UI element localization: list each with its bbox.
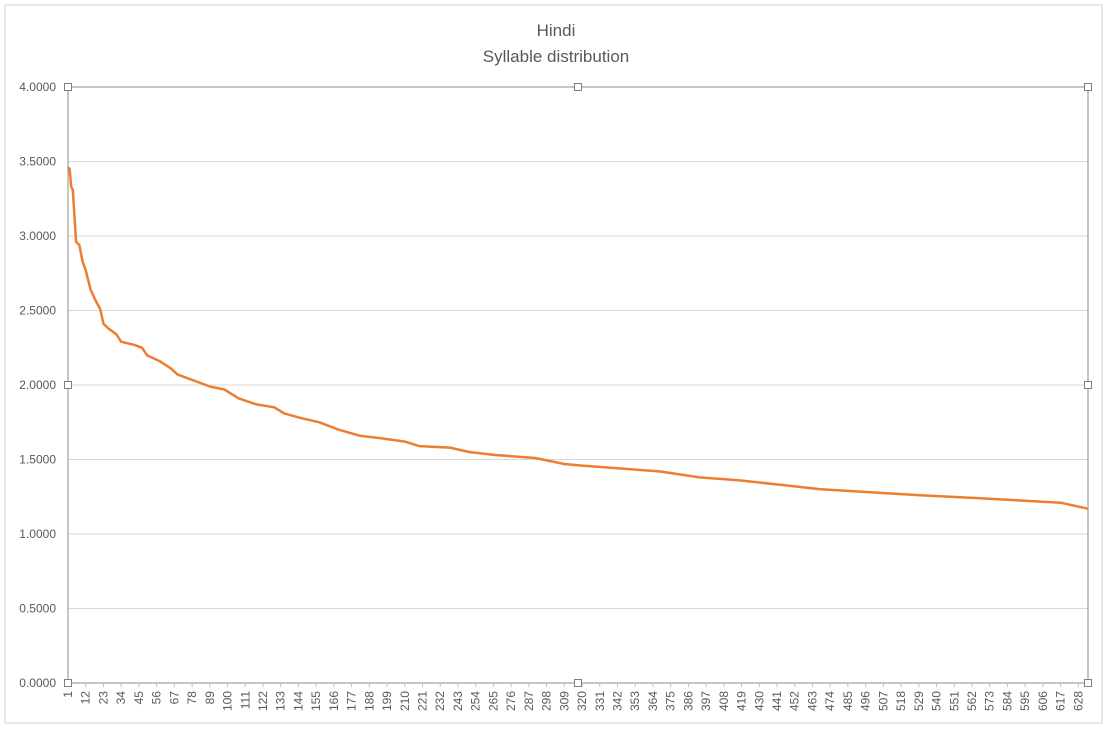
x-tick-label: 430 [752, 691, 766, 711]
x-tick-label: 100 [221, 691, 235, 711]
x-tick-label: 331 [593, 691, 607, 711]
x-tick-label: 584 [1000, 691, 1014, 711]
x-tick-label: 254 [469, 691, 483, 711]
x-tick-label: 364 [646, 691, 660, 711]
selection-handle [1084, 381, 1092, 389]
selection-handle [1084, 83, 1092, 91]
x-tick-label: 111 [238, 691, 252, 710]
x-tick-label: 287 [522, 691, 536, 711]
x-tick-label: 408 [717, 691, 731, 711]
x-tick-label: 551 [947, 691, 961, 711]
x-tick-label: 386 [681, 691, 695, 711]
x-tick-label: 463 [805, 691, 819, 711]
chart-title: Hindi [537, 21, 576, 40]
x-tick-label: 67 [167, 691, 181, 705]
x-tick-label: 1 [61, 691, 75, 698]
x-tick-label: 309 [557, 691, 571, 711]
x-tick-label: 45 [132, 691, 146, 705]
y-tick-label: 0.0000 [19, 676, 56, 690]
selection-handle [64, 83, 72, 91]
x-tick-label: 210 [398, 691, 412, 711]
x-tick-label: 518 [894, 691, 908, 711]
x-tick-label: 573 [983, 691, 997, 711]
x-tick-label: 155 [309, 691, 323, 711]
x-tick-label: 23 [96, 691, 110, 705]
chart-frame [4, 4, 1103, 724]
x-tick-label: 342 [610, 691, 624, 711]
x-tick-label: 320 [575, 691, 589, 711]
x-tick-label: 474 [823, 691, 837, 711]
x-tick-label: 507 [876, 691, 890, 711]
x-tick-label: 199 [380, 691, 394, 711]
x-tick-label: 276 [504, 691, 518, 711]
x-tick-label: 243 [451, 691, 465, 711]
x-tick-label: 89 [203, 691, 217, 705]
x-tick-label: 606 [1036, 691, 1050, 711]
x-tick-label: 628 [1071, 691, 1085, 711]
x-tick-label: 78 [185, 691, 199, 705]
x-tick-label: 529 [912, 691, 926, 711]
y-tick-label: 1.5000 [19, 453, 56, 467]
x-tick-label: 419 [735, 691, 749, 711]
x-tick-label: 496 [859, 691, 873, 711]
x-tick-label: 595 [1018, 691, 1032, 711]
selection-handle [64, 381, 72, 389]
x-tick-label: 12 [79, 691, 93, 705]
x-tick-label: 144 [291, 691, 305, 711]
y-tick-label: 3.0000 [19, 229, 56, 243]
x-tick-label: 177 [345, 691, 359, 711]
y-tick-label: 0.5000 [19, 602, 56, 616]
x-tick-label: 221 [416, 691, 430, 711]
x-tick-label: 562 [965, 691, 979, 711]
y-tick-label: 2.0000 [19, 378, 56, 392]
selection-handle [64, 679, 72, 687]
x-tick-label: 441 [770, 691, 784, 711]
y-tick-label: 1.0000 [19, 527, 56, 541]
x-tick-label: 375 [664, 691, 678, 711]
x-tick-label: 617 [1054, 691, 1068, 711]
x-tick-label: 353 [628, 691, 642, 711]
x-tick-label: 265 [486, 691, 500, 711]
x-tick-label: 540 [930, 691, 944, 711]
x-tick-label: 232 [433, 691, 447, 711]
x-tick-label: 485 [841, 691, 855, 711]
x-tick-label: 188 [362, 691, 376, 711]
chart-subtitle: Syllable distribution [483, 47, 629, 66]
x-tick-label: 452 [788, 691, 802, 711]
y-tick-label: 2.5000 [19, 304, 56, 318]
y-tick-label: 4.0000 [19, 80, 56, 94]
x-tick-label: 56 [150, 691, 164, 705]
x-tick-label: 298 [540, 691, 554, 711]
selection-handle [574, 83, 582, 91]
data-line [67, 166, 1089, 510]
x-tick-label: 133 [274, 691, 288, 711]
x-tick-label: 122 [256, 691, 270, 711]
x-tick-label: 166 [327, 691, 341, 711]
selection-handle [574, 679, 582, 687]
selection-handle [1084, 679, 1092, 687]
y-tick-label: 3.5000 [19, 155, 56, 169]
x-tick-label: 397 [699, 691, 713, 711]
x-tick-label: 34 [114, 691, 128, 705]
